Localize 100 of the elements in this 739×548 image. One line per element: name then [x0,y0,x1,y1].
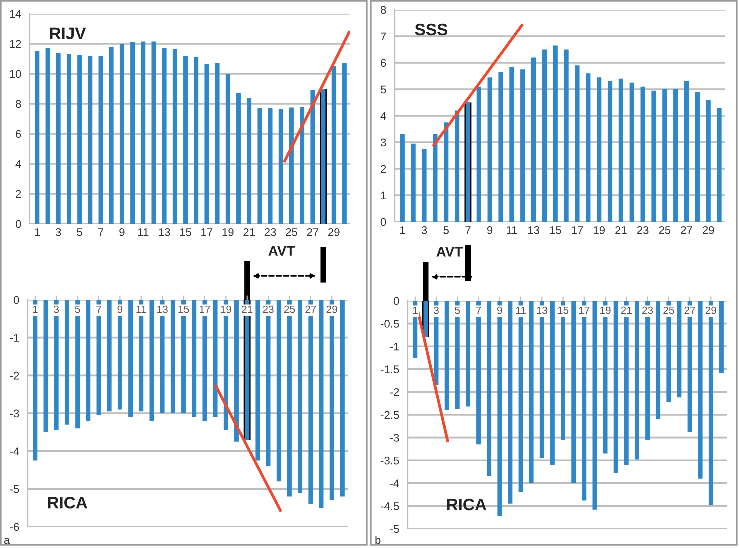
x-tick-label: 15 [178,306,190,314]
text: RICA [48,496,88,509]
x-tick-label: 5 [444,226,449,234]
x-tick-label: 29 [326,306,338,314]
x-tick-label: 27 [681,226,692,234]
x-tick-label: 19 [222,228,234,236]
x-tick-label: 19 [221,306,232,314]
y-tick-label: -1 [10,334,20,342]
x-tick-label: 21 [242,306,253,314]
y-tick-label: 3 [380,138,386,147]
x-tick-label: 17 [202,228,213,236]
y-tick-label: -6 [10,523,20,532]
x-tick-label: 19 [594,226,605,234]
x-tick-label: 15 [550,226,562,234]
x-tick-label: 13 [158,306,168,314]
x-tick-label: 25 [664,306,674,314]
y-tick-label: -2.5 [381,411,400,420]
text: RIJV [50,28,86,40]
x-tick-label: 3 [422,226,428,234]
y-tick-label: 0 [16,220,22,228]
y-tick-label: 5 [380,86,386,94]
x-tick-label: 27 [307,228,319,236]
x-tick-label: 3 [434,306,439,314]
y-tick-label: 4 [16,160,22,168]
y-tick-label: 12 [10,40,22,48]
x-tick-label: 23 [263,306,274,314]
y-tick-label: -2 [10,372,20,380]
x-tick-label: 7 [466,226,471,234]
x-tick-label: 27 [306,306,316,314]
y-tick-label: -1 [390,342,400,351]
x-tick-label: 15 [180,228,192,236]
x-tick-label: 21 [621,306,632,314]
x-tick-label: 7 [476,306,482,314]
y-tick-label: 0 [14,296,20,304]
y-tick-label: -4 [390,480,400,488]
x-tick-label: 19 [600,306,611,314]
text: SSS [415,24,448,36]
x-tick-label: 21 [244,228,255,236]
y-tick-label: 8 [380,6,386,14]
text: AVT [268,246,296,256]
y-tick-label: 1 [381,192,386,200]
x-tick-label: 29 [706,306,716,314]
x-tick-label: 7 [96,306,102,314]
x-tick-label: 25 [286,228,298,236]
x-tick-label: 1 [400,226,406,234]
x-tick-label: 1 [35,228,40,236]
x-tick-label: 15 [558,306,569,314]
x-tick-label: 9 [497,306,502,314]
x-tick-label: 17 [572,226,584,234]
x-tick-label: 5 [75,306,80,314]
y-tick-label: -4.5 [381,502,400,510]
y-tick-label: -5 [390,525,400,534]
x-tick-label: 3 [56,228,62,236]
x-tick-label: 25 [659,226,671,234]
y-tick-label: 6 [381,59,386,68]
y-tick-label: 0 [394,297,400,306]
y-tick-label: 4 [380,112,386,120]
x-tick-label: 11 [516,306,526,314]
x-tick-label: 9 [488,226,493,234]
text: AVT [436,247,463,257]
y-tick-label: 7 [381,32,386,41]
x-tick-label: 11 [138,228,149,236]
x-tick-label: 5 [77,228,82,236]
y-tick-label: 0 [380,218,386,226]
y-tick-label: -5 [10,486,20,494]
x-tick-label: 11 [136,306,146,314]
text: RICA [447,498,487,511]
x-tick-label: 9 [118,306,123,314]
x-tick-label: 13 [537,306,548,314]
y-tick-label: -3 [390,434,400,442]
x-tick-label: 25 [284,306,296,314]
x-tick-label: 23 [264,228,276,236]
x-tick-label: 9 [120,228,125,236]
x-tick-label: 5 [455,306,460,314]
y-tick-label: 8 [16,100,22,108]
y-tick-label: -1.5 [381,366,400,374]
x-tick-label: 1 [33,306,38,314]
x-tick-label: 23 [637,226,649,234]
x-tick-label: 3 [54,306,60,314]
x-tick-label: 27 [684,306,696,314]
text: b [376,536,381,544]
y-tick-label: -3.5 [381,456,400,465]
x-tick-label: 11 [507,226,518,234]
x-tick-label: 23 [642,306,654,314]
x-tick-label: 29 [328,228,340,236]
y-tick-label: 2 [381,165,386,174]
x-tick-label: 13 [528,226,540,234]
text: a [4,538,10,544]
y-tick-label: 10 [10,70,22,78]
y-tick-label: 14 [10,10,22,18]
x-tick-label: 17 [200,306,210,314]
x-tick-label: 29 [702,226,714,234]
y-tick-label: 6 [16,130,22,138]
y-tick-label: -4 [10,448,20,456]
y-tick-label: -0.5 [381,320,400,328]
x-tick-label: 13 [159,228,170,236]
x-tick-label: 1 [413,306,418,314]
y-tick-label: -2 [390,388,400,396]
x-tick-label: 7 [98,228,104,236]
y-tick-label: -3 [10,410,20,418]
